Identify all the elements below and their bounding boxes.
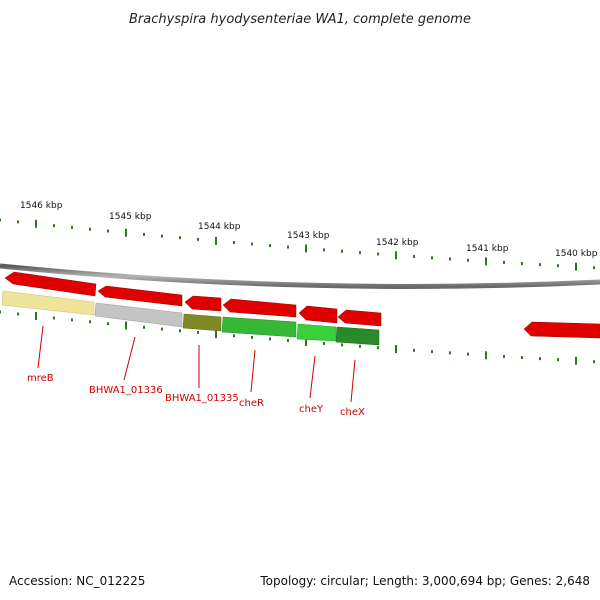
gene-label-cheY[interactable]: cheY: [299, 404, 324, 415]
scale-ticks-bottom: [0, 310, 595, 365]
scale-ticks-top: [0, 218, 595, 271]
cds-arrow-cheY[interactable]: [298, 305, 338, 324]
accession-text: Accession: NC_012225: [9, 574, 146, 588]
gene-bar-cheR[interactable]: [221, 316, 297, 338]
gene-bar-cheY[interactable]: [296, 323, 337, 342]
gene-label-BHWA1_01335[interactable]: BHWA1_01335: [165, 393, 239, 404]
leader-line-BHWA1_01336: [123, 336, 136, 381]
leader-line-cheX: [350, 359, 356, 403]
scale-label-1546kbp: 1546 kbp: [20, 201, 63, 211]
cds-arrows: [4, 271, 600, 339]
cds-arrow-cheX[interactable]: [337, 309, 382, 327]
scale-label-1544kbp: 1544 kbp: [198, 222, 241, 232]
scale-label-1543kbp: 1543 kbp: [287, 231, 330, 241]
scale-label-1545kbp: 1545 kbp: [109, 212, 152, 222]
cds-arrow-BHWA1_01335[interactable]: [184, 295, 222, 312]
scale-label-1541kbp: 1541 kbp: [466, 244, 509, 254]
cds-arrow-mreB[interactable]: [4, 271, 97, 297]
gene-bar-cheX[interactable]: [335, 326, 380, 346]
gene-bars: [1, 290, 380, 346]
leader-line-cheY: [309, 355, 316, 399]
scale-label-1542kbp: 1542 kbp: [376, 238, 419, 248]
cds-arrow-cheR[interactable]: [222, 298, 297, 318]
map-title: Brachyspira hyodysenteriae WA1, complete…: [129, 12, 471, 27]
scale-label-1540kbp: 1540 kbp: [555, 249, 598, 259]
genome-backbone: [0, 263, 600, 289]
cds-arrow-right-edge[interactable]: [523, 321, 600, 339]
gene-label-cheX[interactable]: cheX: [340, 407, 365, 418]
gene-label-BHWA1_01336[interactable]: BHWA1_01336: [89, 385, 163, 396]
label-leader-lines: [37, 325, 356, 403]
gene-bar-BHWA1_01335[interactable]: [182, 313, 222, 332]
cds-arrow-BHWA1_01336[interactable]: [97, 285, 183, 307]
genome-summary-text: Topology: circular; Length: 3,000,694 bp…: [260, 574, 590, 588]
gene-label-cheR[interactable]: cheR: [239, 398, 264, 409]
gene-label-mreB[interactable]: mreB: [27, 373, 54, 384]
leader-line-cheR: [250, 349, 256, 393]
gene-bar-BHWA1_01336[interactable]: [94, 302, 183, 328]
leader-line-mreB: [37, 325, 44, 369]
gene-bar-mreB[interactable]: [1, 290, 95, 316]
